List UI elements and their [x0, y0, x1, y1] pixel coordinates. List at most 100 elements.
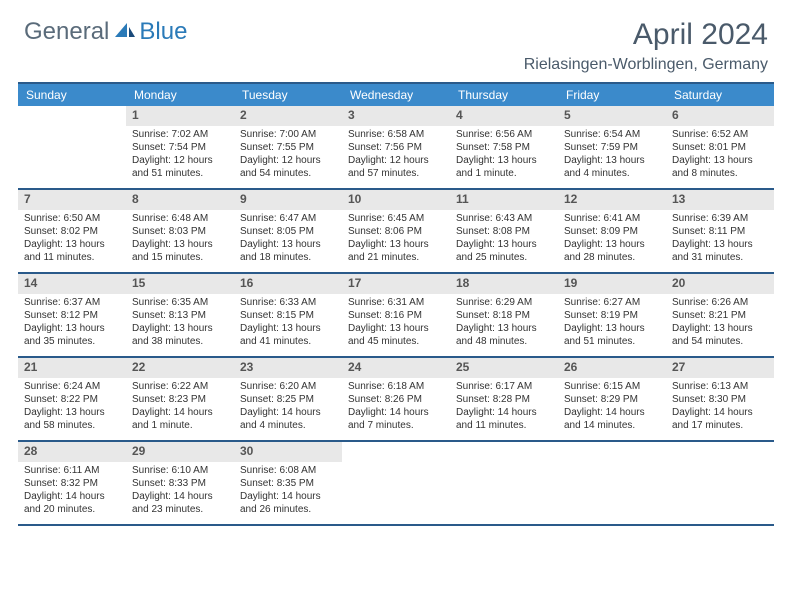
sunset-text: Sunset: 8:26 PM [348, 393, 444, 406]
day-number: 5 [558, 106, 666, 126]
day-number: 12 [558, 190, 666, 210]
sunset-text: Sunset: 8:05 PM [240, 225, 336, 238]
day-content: Sunrise: 6:52 AMSunset: 8:01 PMDaylight:… [666, 126, 774, 184]
day-header-row: SundayMondayTuesdayWednesdayThursdayFrid… [18, 84, 774, 106]
sunrise-text: Sunrise: 6:48 AM [132, 212, 228, 225]
day-header: Monday [126, 84, 234, 106]
day-number: 19 [558, 274, 666, 294]
sunset-text: Sunset: 8:11 PM [672, 225, 768, 238]
day-cell: 22Sunrise: 6:22 AMSunset: 8:23 PMDayligh… [126, 358, 234, 440]
daylight-text: Daylight: 14 hours and 14 minutes. [564, 406, 660, 432]
sunset-text: Sunset: 8:02 PM [24, 225, 120, 238]
day-content: Sunrise: 6:20 AMSunset: 8:25 PMDaylight:… [234, 378, 342, 436]
daylight-text: Daylight: 14 hours and 20 minutes. [24, 490, 120, 516]
sunset-text: Sunset: 8:01 PM [672, 141, 768, 154]
day-cell [450, 442, 558, 524]
daylight-text: Daylight: 13 hours and 8 minutes. [672, 154, 768, 180]
day-cell: 26Sunrise: 6:15 AMSunset: 8:29 PMDayligh… [558, 358, 666, 440]
day-content: Sunrise: 6:58 AMSunset: 7:56 PMDaylight:… [342, 126, 450, 184]
day-header: Friday [558, 84, 666, 106]
sunset-text: Sunset: 8:28 PM [456, 393, 552, 406]
day-number: 16 [234, 274, 342, 294]
daylight-text: Daylight: 13 hours and 11 minutes. [24, 238, 120, 264]
header-right: April 2024 Rielasingen-Worblingen, Germa… [524, 18, 768, 74]
day-cell: 29Sunrise: 6:10 AMSunset: 8:33 PMDayligh… [126, 442, 234, 524]
day-content: Sunrise: 6:54 AMSunset: 7:59 PMDaylight:… [558, 126, 666, 184]
sunrise-text: Sunrise: 6:41 AM [564, 212, 660, 225]
day-cell: 24 Sunrise: 6:18 AMSunset: 8:26 PMDayligh… [342, 358, 450, 440]
daylight-text: Daylight: 13 hours and 45 minutes. [348, 322, 444, 348]
sunset-text: Sunset: 7:59 PM [564, 141, 660, 154]
day-number: 10 [342, 190, 450, 210]
day-number: 24 [342, 358, 450, 378]
sunset-text: Sunset: 8:18 PM [456, 309, 552, 322]
sunrise-text: Sunrise: 6:45 AM [348, 212, 444, 225]
day-cell: 25Sunrise: 6:17 AMSunset: 8:28 PMDayligh… [450, 358, 558, 440]
sunset-text: Sunset: 8:29 PM [564, 393, 660, 406]
day-content: Sunrise: 7:02 AMSunset: 7:54 PMDaylight:… [126, 126, 234, 184]
week-row: 7Sunrise: 6:50 AMSunset: 8:02 PMDaylight… [18, 190, 774, 274]
day-number: 29 [126, 442, 234, 462]
week-row: 14Sunrise: 6:37 AMSunset: 8:12 PMDayligh… [18, 274, 774, 358]
day-cell: 30Sunrise: 6:08 AMSunset: 8:35 PMDayligh… [234, 442, 342, 524]
day-cell: 28Sunrise: 6:11 AMSunset: 8:32 PMDayligh… [18, 442, 126, 524]
daylight-text: Daylight: 14 hours and 1 minute. [132, 406, 228, 432]
day-content: Sunrise: 6:11 AMSunset: 8:32 PMDaylight:… [18, 462, 126, 520]
day-content: Sunrise: 6:29 AMSunset: 8:18 PMDaylight:… [450, 294, 558, 352]
day-content: Sunrise: 6:08 AMSunset: 8:35 PMDaylight:… [234, 462, 342, 520]
day-content: Sunrise: 6:45 AMSunset: 8:06 PMDaylight:… [342, 210, 450, 268]
day-cell: 14Sunrise: 6:37 AMSunset: 8:12 PMDayligh… [18, 274, 126, 356]
day-content: Sunrise: 6:17 AMSunset: 8:28 PMDaylight:… [450, 378, 558, 436]
sunrise-text: Sunrise: 6:29 AM [456, 296, 552, 309]
day-content: Sunrise: 6:13 AMSunset: 8:30 PMDaylight:… [666, 378, 774, 436]
sunrise-text: Sunrise: 6:27 AM [564, 296, 660, 309]
day-number: 1 [126, 106, 234, 126]
day-cell: 4Sunrise: 6:56 AMSunset: 7:58 PMDaylight… [450, 106, 558, 188]
day-cell [18, 106, 126, 188]
sunrise-text: Sunrise: 6:54 AM [564, 128, 660, 141]
daylight-text: Daylight: 13 hours and 31 minutes. [672, 238, 768, 264]
day-cell: 8Sunrise: 6:48 AMSunset: 8:03 PMDaylight… [126, 190, 234, 272]
header: General Blue April 2024 Rielasingen-Worb… [0, 0, 792, 82]
sunrise-text: Sunrise: 6:56 AM [456, 128, 552, 141]
sunrise-text: Sunrise: 6:26 AM [672, 296, 768, 309]
sunrise-text: Sunrise: 6:18 AM [348, 380, 444, 393]
day-content: Sunrise: 6:33 AMSunset: 8:15 PMDaylight:… [234, 294, 342, 352]
daylight-text: Daylight: 13 hours and 58 minutes. [24, 406, 120, 432]
sunrise-text: Sunrise: 6:17 AM [456, 380, 552, 393]
day-cell [666, 442, 774, 524]
day-number: 13 [666, 190, 774, 210]
day-number: 22 [126, 358, 234, 378]
sunrise-text: Sunrise: 6:08 AM [240, 464, 336, 477]
day-number: 7 [18, 190, 126, 210]
daylight-text: Daylight: 13 hours and 18 minutes. [240, 238, 336, 264]
week-row: 1Sunrise: 7:02 AMSunset: 7:54 PMDaylight… [18, 106, 774, 190]
daylight-text: Daylight: 14 hours and 17 minutes. [672, 406, 768, 432]
calendar: SundayMondayTuesdayWednesdayThursdayFrid… [18, 82, 774, 526]
daylight-text: Daylight: 13 hours and 38 minutes. [132, 322, 228, 348]
sunset-text: Sunset: 7:54 PM [132, 141, 228, 154]
day-number: 25 [450, 358, 558, 378]
day-content: Sunrise: 6:27 AMSunset: 8:19 PMDaylight:… [558, 294, 666, 352]
logo-text-general: General [24, 18, 109, 46]
week-row: 28Sunrise: 6:11 AMSunset: 8:32 PMDayligh… [18, 442, 774, 526]
sunset-text: Sunset: 8:32 PM [24, 477, 120, 490]
day-content: Sunrise: 6:39 AMSunset: 8:11 PMDaylight:… [666, 210, 774, 268]
daylight-text: Daylight: 14 hours and 26 minutes. [240, 490, 336, 516]
day-content: Sunrise: 6:47 AMSunset: 8:05 PMDaylight:… [234, 210, 342, 268]
sunset-text: Sunset: 8:33 PM [132, 477, 228, 490]
day-content: Sunrise: 6:24 AMSunset: 8:22 PMDaylight:… [18, 378, 126, 436]
sunrise-text: Sunrise: 7:02 AM [132, 128, 228, 141]
sunset-text: Sunset: 8:35 PM [240, 477, 336, 490]
day-cell: 13Sunrise: 6:39 AMSunset: 8:11 PMDayligh… [666, 190, 774, 272]
sunset-text: Sunset: 8:03 PM [132, 225, 228, 238]
sunset-text: Sunset: 8:12 PM [24, 309, 120, 322]
daylight-text: Daylight: 14 hours and 7 minutes. [348, 406, 444, 432]
sunset-text: Sunset: 7:55 PM [240, 141, 336, 154]
day-number: 18 [450, 274, 558, 294]
sunset-text: Sunset: 8:09 PM [564, 225, 660, 238]
day-number: 2 [234, 106, 342, 126]
daylight-text: Daylight: 13 hours and 1 minute. [456, 154, 552, 180]
sunset-text: Sunset: 8:22 PM [24, 393, 120, 406]
sunrise-text: Sunrise: 6:47 AM [240, 212, 336, 225]
